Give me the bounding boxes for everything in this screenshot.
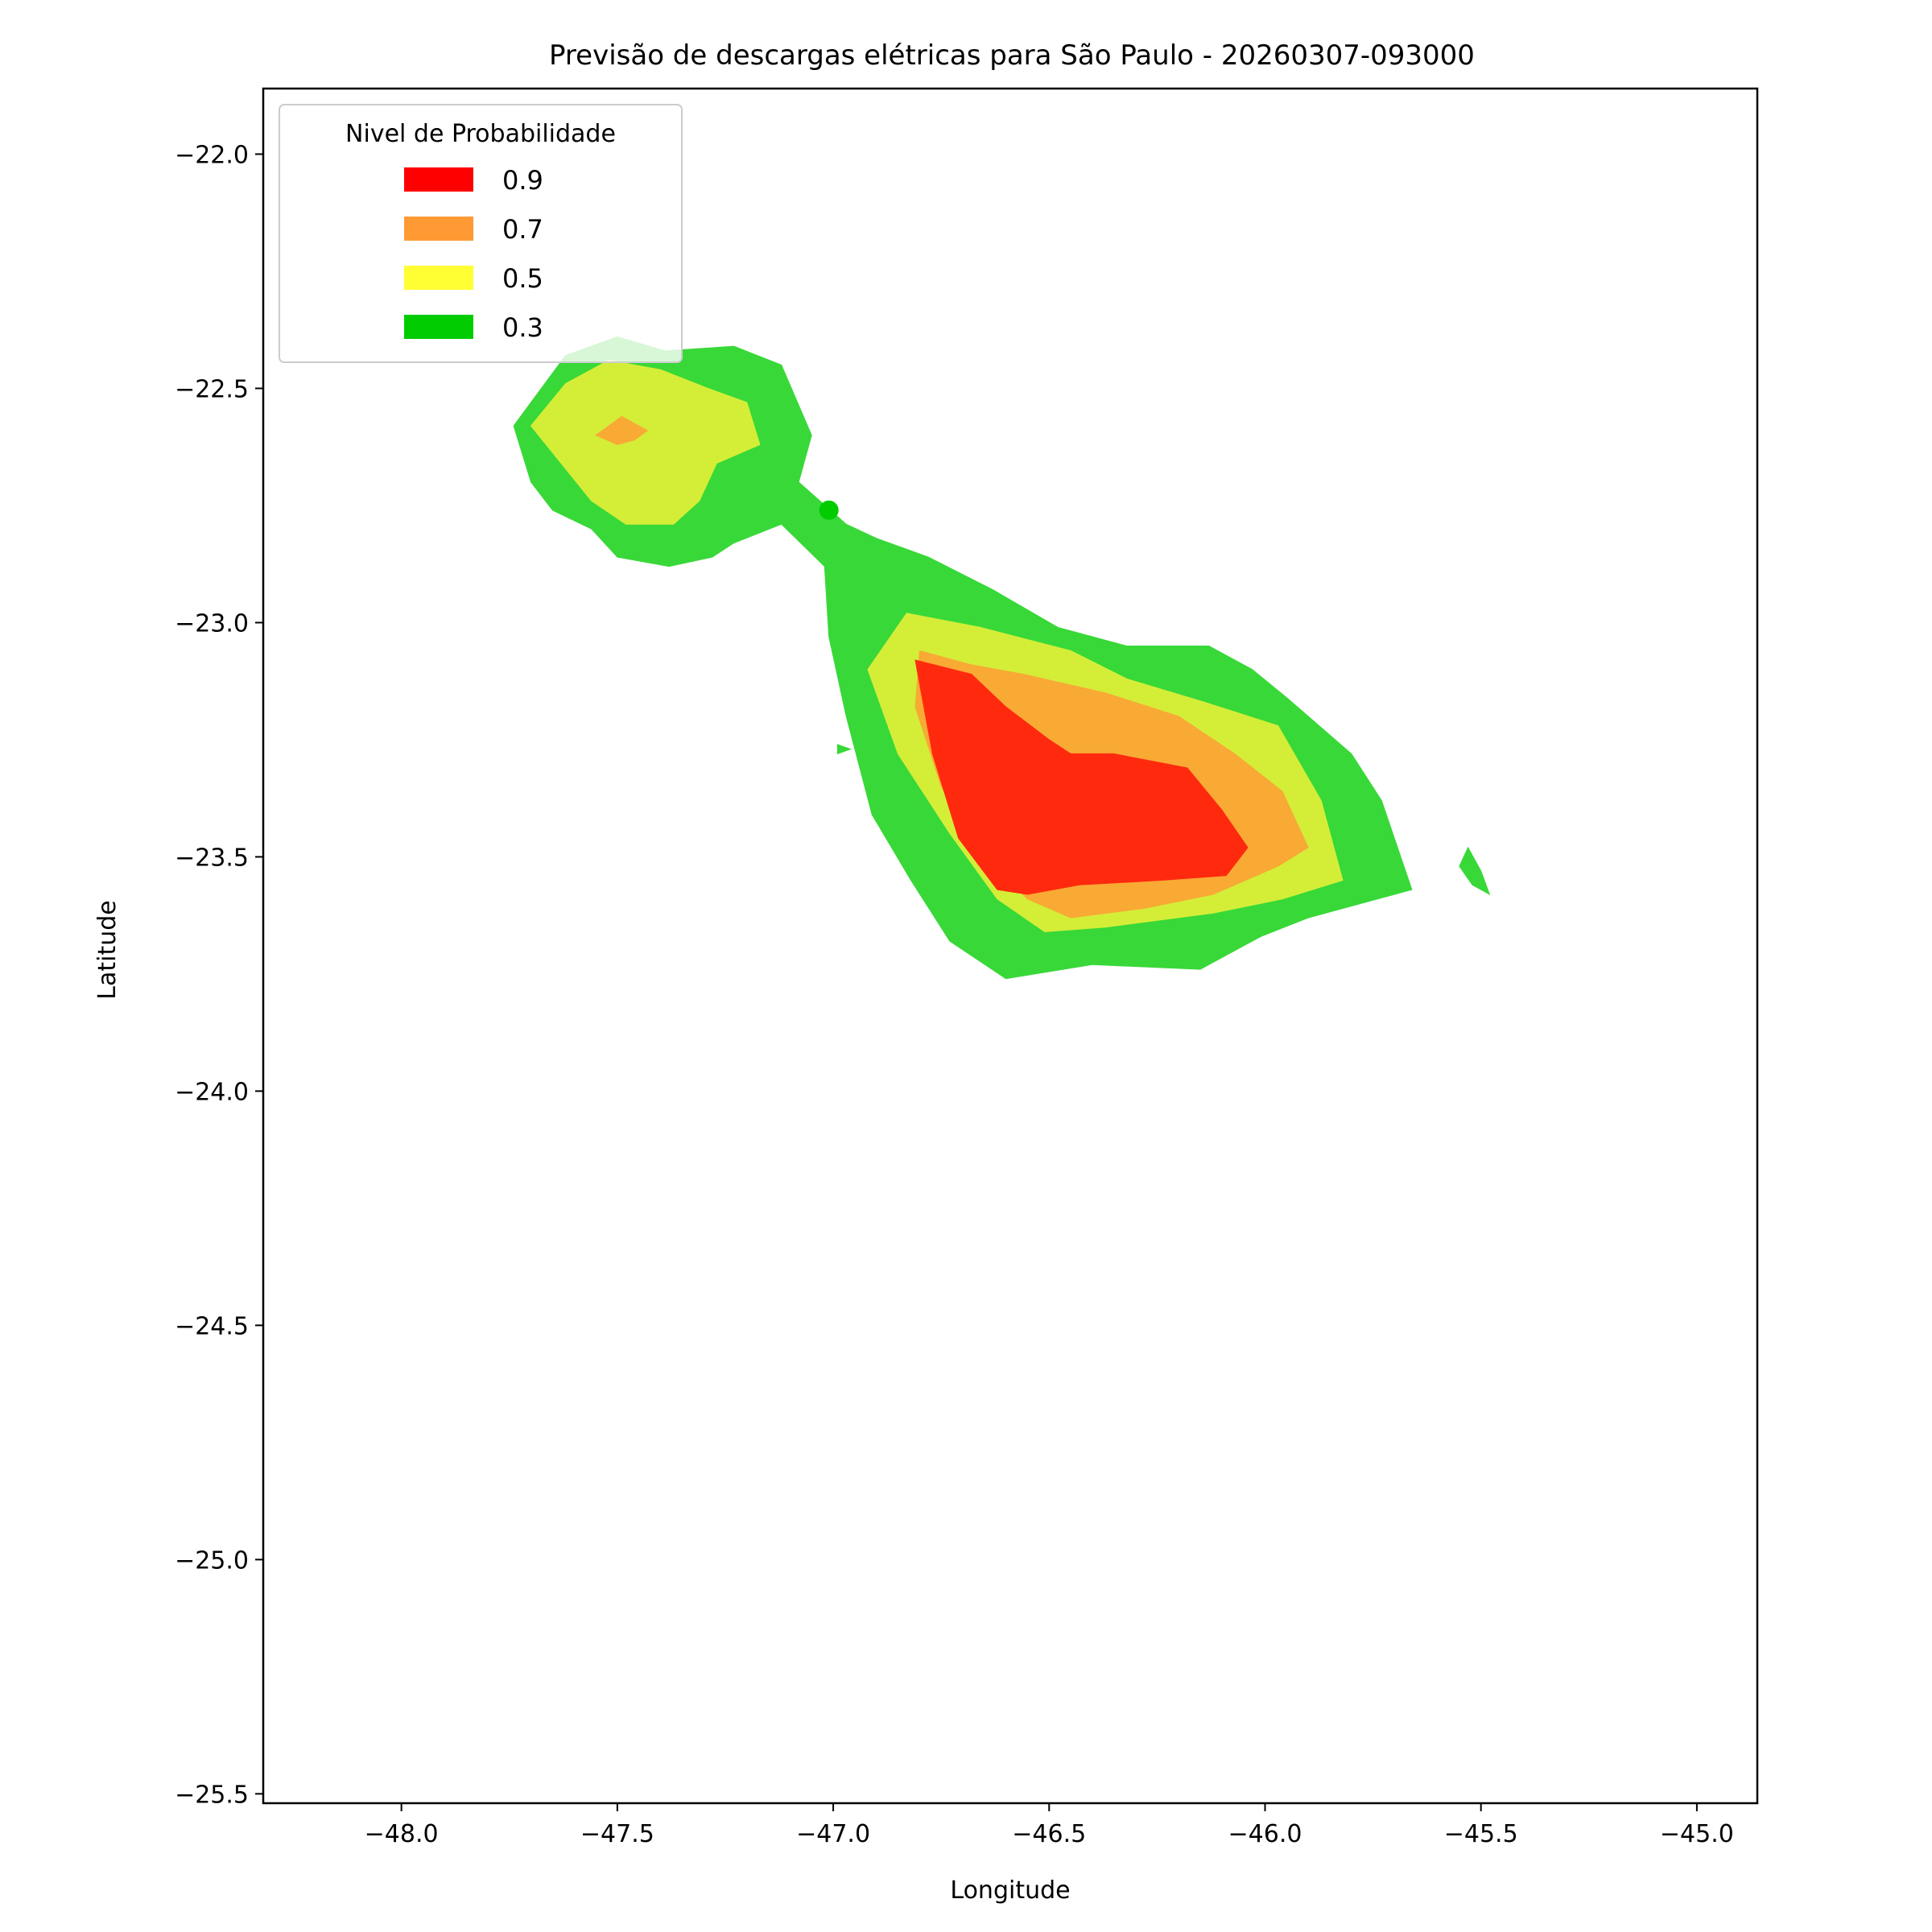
y-tick-label: −25.5 <box>175 1781 249 1809</box>
y-tick-label: −23.5 <box>175 844 249 872</box>
y-tick-label: −25.0 <box>175 1546 249 1575</box>
x-tick-label: −46.5 <box>1012 1820 1086 1848</box>
contour-region-09-7 <box>914 659 1249 895</box>
contour-region-03-2 <box>836 744 852 755</box>
x-tick-label: −46.0 <box>1228 1820 1302 1848</box>
legend-swatch-05 <box>404 266 473 290</box>
plot-frame <box>262 87 1759 1805</box>
legend-label-07: 0.7 <box>502 214 543 245</box>
legend-frame <box>279 104 683 363</box>
x-tick-label: −45.5 <box>1444 1820 1518 1848</box>
legend: Nivel de Probabilidade 0.9 0.7 0.5 0.3 <box>279 104 683 363</box>
chart-title: Previsão de descargas elétricas para São… <box>549 39 1475 72</box>
legend-swatch-03 <box>404 315 473 339</box>
legend-label-09: 0.9 <box>502 165 543 196</box>
y-tick-label: −24.0 <box>175 1078 249 1106</box>
y-axis-ticks: −22.0 −22.5 −23.0 −23.5 −24.0 −24.5 −25.0 −25.5 <box>175 141 263 1809</box>
y-tick-label: −23.0 <box>175 609 249 638</box>
x-tick-label: −47.5 <box>580 1820 654 1848</box>
legend-label-05: 0.5 <box>502 263 543 294</box>
y-tick-label: −24.5 <box>175 1312 249 1340</box>
x-tick-label: −47.0 <box>796 1820 870 1848</box>
y-tick-label: −22.5 <box>175 375 249 403</box>
station-marker-0 <box>819 500 839 520</box>
station-markers <box>819 500 839 520</box>
contour-region-03-1 <box>1459 846 1491 896</box>
legend-title: Nivel de Probabilidade <box>345 120 616 148</box>
x-tick-label: −45.0 <box>1660 1820 1734 1848</box>
x-axis-label: Longitude <box>950 1876 1070 1905</box>
contour-region-07-5 <box>594 415 649 445</box>
legend-swatch-09 <box>404 167 473 192</box>
y-tick-label: −22.0 <box>175 141 249 169</box>
y-axis-label: Latitude <box>93 900 122 999</box>
contour-regions <box>513 336 1491 980</box>
legend-entries: 0.9 0.7 0.5 0.3 <box>404 165 543 343</box>
x-axis-ticks: −48.0 −47.5 −47.0 −46.5 −46.0 −45.5 −45.0 <box>365 1803 1734 1848</box>
x-tick-label: −48.0 <box>365 1820 439 1848</box>
legend-swatch-07 <box>404 217 473 241</box>
legend-label-03: 0.3 <box>502 312 543 343</box>
